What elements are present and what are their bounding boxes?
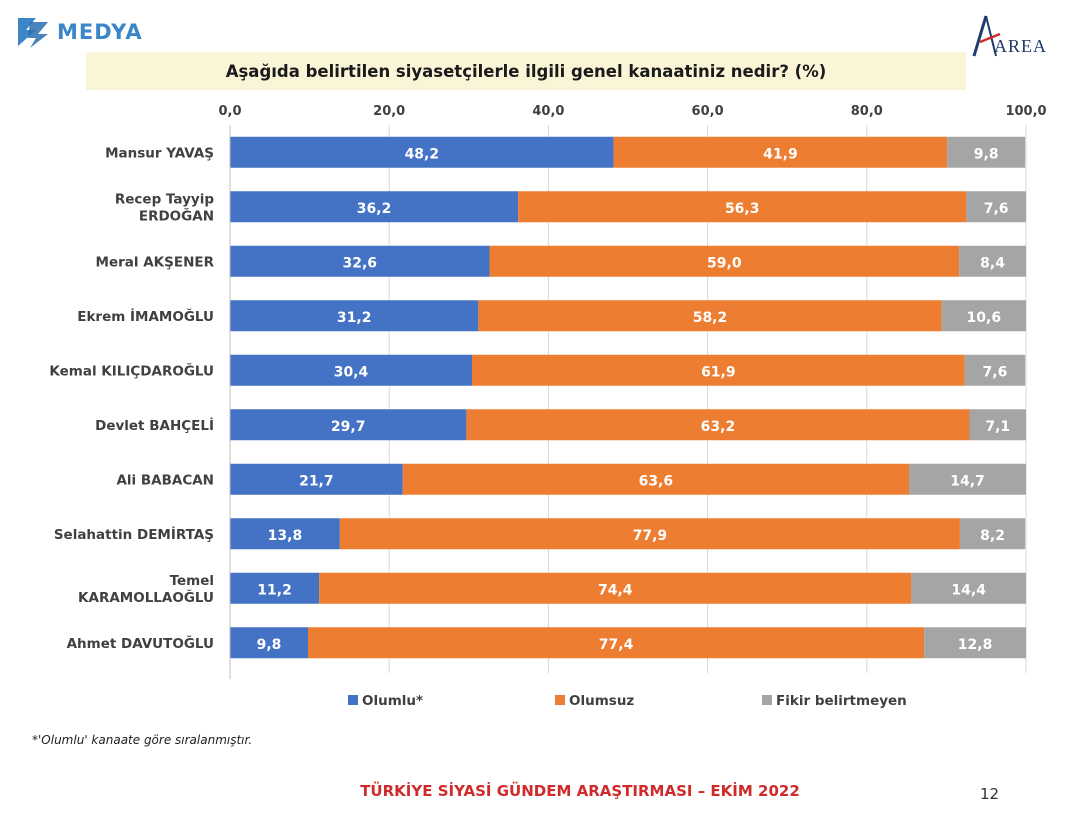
data-label: 31,2 [337, 310, 372, 326]
data-label: 8,2 [980, 528, 1005, 544]
bar-segment [966, 191, 1026, 223]
chart-title: Aşağıda belirtilen siyasetçilerle ilgili… [225, 61, 827, 81]
bar-segment [230, 354, 472, 386]
bar-segment [969, 409, 1026, 441]
x-tick-label: 0,0 [218, 104, 241, 119]
category-label: Ahmet DAVUTOĞLU [67, 634, 214, 652]
bar-segment [478, 300, 942, 332]
bar-segment [908, 463, 1026, 495]
category-label: Recep Tayyip ERDOĞAN [115, 191, 214, 224]
bar-segment [518, 191, 967, 223]
category-label: Temel KARAMOLLAOĞLU [78, 573, 214, 606]
bar-segment [230, 518, 340, 550]
x-tick-label: 100,0 [1005, 104, 1046, 119]
legend-swatch [348, 695, 358, 705]
page-number: 12 [980, 785, 1000, 803]
legend-label: Olumsuz [569, 693, 634, 709]
data-label: 74,4 [598, 582, 633, 598]
bar-segment [402, 463, 909, 495]
category-label: Kemal KILIÇDAROĞLU [49, 361, 214, 379]
medya-logo: MEDYA [14, 14, 143, 50]
bar-segment [230, 572, 320, 604]
data-label: 14,7 [950, 473, 985, 489]
bar-segment [230, 245, 490, 277]
bar-segment [308, 627, 925, 659]
legend-swatch [555, 695, 565, 705]
bar-segment [230, 409, 467, 441]
data-label: 13,8 [268, 528, 303, 544]
data-label: 61,9 [701, 364, 736, 380]
footnote: *'Olumlu' kanaate göre sıralanmıştır. [32, 733, 253, 747]
bar-segment [230, 191, 519, 223]
data-label: 63,6 [639, 473, 674, 489]
data-label: 11,2 [257, 582, 292, 598]
legend-label: Olumlu* [362, 693, 423, 709]
data-label: 48,2 [405, 146, 440, 162]
bar-segment [947, 136, 1026, 168]
data-label: 9,8 [974, 146, 999, 162]
area-logo-icon [972, 15, 1001, 57]
data-label: 12,8 [958, 637, 993, 653]
data-label: 8,4 [980, 255, 1005, 271]
bar-segment [230, 136, 614, 168]
category-label: Ali BABACAN [116, 472, 214, 488]
data-label: 77,4 [599, 637, 634, 653]
bar-segment [924, 627, 1026, 659]
data-label: 58,2 [693, 310, 728, 326]
bar-segment [964, 354, 1026, 386]
data-label: 56,3 [725, 201, 760, 217]
category-label: Mansur YAVAŞ [105, 145, 214, 161]
data-label: 7,6 [984, 201, 1009, 217]
data-label: 59,0 [707, 255, 742, 271]
bar-segment [230, 463, 403, 495]
data-label: 7,6 [983, 364, 1008, 380]
x-tick-label: 80,0 [851, 104, 883, 119]
data-label: 21,7 [299, 473, 334, 489]
area-logo: AREA [966, 12, 1056, 62]
data-label: 30,4 [334, 364, 369, 380]
data-label: 77,9 [633, 528, 668, 544]
data-label: 10,6 [967, 310, 1002, 326]
bar-segment [230, 627, 309, 659]
bar-segment [959, 518, 1026, 550]
medya-logo-text: MEDYA [57, 20, 143, 44]
bar-segment [489, 245, 960, 277]
x-tick-label: 20,0 [373, 104, 405, 119]
category-label: Devlet BAHÇELİ [95, 417, 214, 434]
bar-segment [319, 572, 912, 604]
data-label: 63,2 [701, 419, 736, 435]
data-label: 29,7 [331, 419, 366, 435]
bar-segment [941, 300, 1026, 332]
data-label: 41,9 [763, 146, 798, 162]
bar-segment [230, 300, 479, 332]
x-tick-label: 60,0 [692, 104, 724, 119]
category-label: Meral AKŞENER [96, 254, 215, 270]
legend-label: Fikir belirtmeyen [776, 693, 907, 709]
data-label: 14,4 [951, 582, 986, 598]
data-label: 36,2 [357, 201, 392, 217]
bar-segment [959, 245, 1026, 277]
bar-segment [471, 354, 965, 386]
x-tick-label: 40,0 [532, 104, 564, 119]
bar-segment [613, 136, 948, 168]
medya-logo-icon [18, 18, 48, 48]
bar-segment [911, 572, 1026, 604]
category-label: Ekrem İMAMOĞLU [77, 307, 214, 325]
data-label: 32,6 [342, 255, 377, 271]
stacked-bar-chart: 0,0 20,0 40,0 60,0 80,0 100,0 Mansur YAVAŞ 48,2… [49, 104, 1046, 709]
data-label: 9,8 [257, 637, 282, 653]
legend-swatch [762, 695, 772, 705]
data-label: 7,1 [985, 419, 1010, 435]
category-label: Selahattin DEMİRTAŞ [54, 526, 214, 543]
report-footer: TÜRKİYE SİYASİ GÜNDEM ARAŞTIRMASI – EKİM… [360, 782, 800, 800]
bar-segment [466, 409, 970, 441]
area-logo-text: AREA [994, 36, 1047, 56]
bar-segment [339, 518, 960, 550]
chart-title-band: Aşağıda belirtilen siyasetçilerle ilgili… [86, 52, 966, 90]
